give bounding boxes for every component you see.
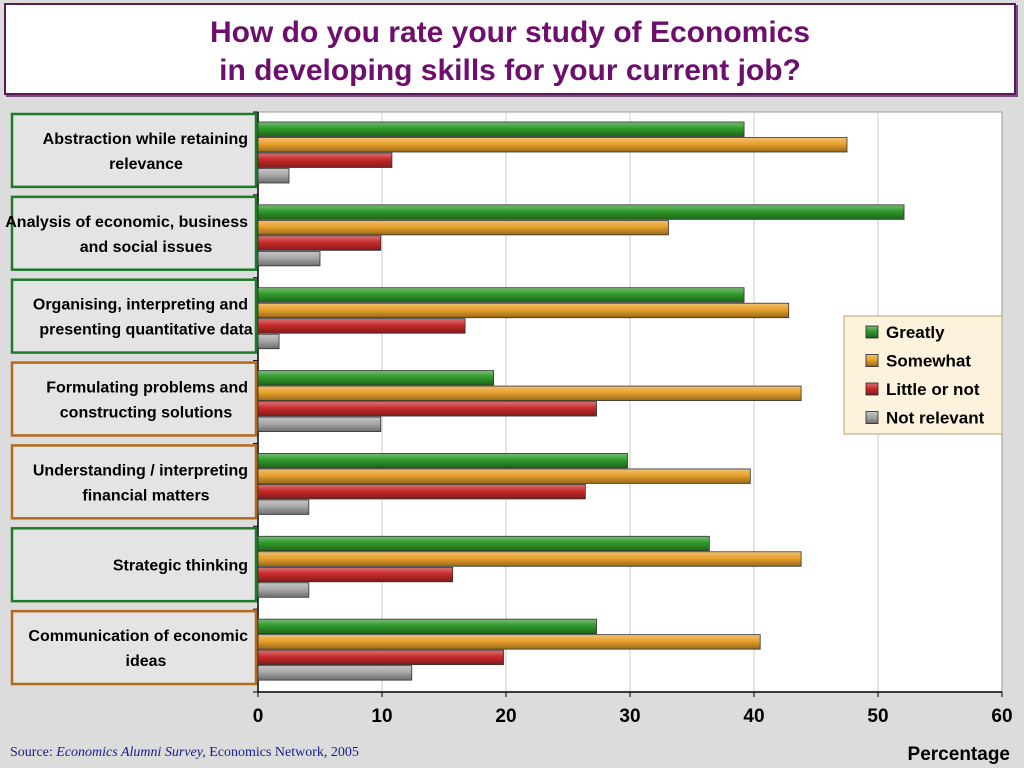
bar-little-or-not xyxy=(257,152,393,168)
category-label: Understanding / interpreting xyxy=(33,462,248,479)
bar-greatly xyxy=(257,535,710,552)
category-label-box xyxy=(10,444,258,520)
bar-little-or-not xyxy=(257,566,454,583)
x-tick-label: 30 xyxy=(619,706,640,727)
bar-not-relevant xyxy=(257,499,310,515)
category-label: presenting quantitative data xyxy=(39,322,252,339)
source-suffix: Economics Network, 2005 xyxy=(205,745,359,760)
category-label: Organising, interpreting and xyxy=(33,297,248,314)
x-tick-label: 20 xyxy=(495,706,516,727)
bar-not-relevant xyxy=(257,333,280,350)
category-label-box xyxy=(10,361,258,437)
category-label: ideas xyxy=(126,653,167,670)
x-tick-label: 50 xyxy=(867,706,888,727)
bar-not-relevant xyxy=(257,168,290,184)
bar-greatly xyxy=(257,204,905,220)
bar-little-or-not xyxy=(257,484,586,500)
bar-somewhat xyxy=(257,634,761,650)
category-label: Analysis of economic, business xyxy=(5,214,248,231)
bar-not-relevant xyxy=(257,582,310,598)
x-axis-label: Percentage xyxy=(908,744,1010,765)
category-label: Strategic thinking xyxy=(113,558,248,575)
bar-little-or-not xyxy=(257,235,382,251)
category-label: relevance xyxy=(109,156,183,173)
bar-greatly xyxy=(257,618,597,635)
bar-little-or-not xyxy=(257,318,466,334)
category-label: Abstraction while retaining xyxy=(43,131,248,148)
chart-title-line-1: How do you rate your study of Economics xyxy=(209,16,811,49)
x-tick-label: 60 xyxy=(991,706,1012,727)
bar-somewhat xyxy=(257,219,669,236)
chart-title: How do you rate your study of Economics … xyxy=(4,3,1016,95)
bar-somewhat xyxy=(257,551,802,567)
bar-somewhat xyxy=(257,385,802,401)
category-label-box xyxy=(10,112,258,189)
bar-greatly xyxy=(257,121,745,137)
legend-label: Little or not xyxy=(886,380,980,399)
source-note: Source: Economics Alumni Survey, Economi… xyxy=(10,745,359,761)
category-label: financial matters xyxy=(82,487,209,504)
legend-label: Greatly xyxy=(886,323,945,342)
legend-swatch xyxy=(865,382,879,396)
legend-swatch xyxy=(865,325,879,339)
bar-somewhat xyxy=(257,468,751,484)
category-label: constructing solutions xyxy=(60,405,233,422)
category-label-box xyxy=(10,195,258,271)
bar-not-relevant xyxy=(257,416,382,432)
bar-not-relevant xyxy=(257,250,321,267)
x-tick-label: 40 xyxy=(743,706,764,727)
legend-swatch xyxy=(865,354,879,367)
chart-title-line-2: in developing skills for your current jo… xyxy=(219,54,801,87)
source-survey: Economics Alumni Survey, xyxy=(56,745,206,760)
bar-little-or-not xyxy=(257,649,504,666)
bar-greatly xyxy=(257,370,495,386)
bar-somewhat xyxy=(257,137,848,153)
category-label: Formulating problems and xyxy=(46,380,248,397)
category-label-box xyxy=(10,527,258,603)
source-prefix: Source: xyxy=(10,745,57,760)
category-label-box xyxy=(10,609,258,686)
bar-somewhat xyxy=(257,302,790,319)
category-label: Communication of economic xyxy=(28,628,248,645)
bar-greatly xyxy=(257,287,745,303)
bar-little-or-not xyxy=(257,401,597,417)
bar-greatly xyxy=(257,453,628,469)
bar-not-relevant xyxy=(257,665,413,681)
x-tick-label: 0 xyxy=(253,706,264,727)
legend-label: Somewhat xyxy=(886,352,971,371)
x-tick-label: 10 xyxy=(371,706,392,727)
category-label-box xyxy=(10,278,258,354)
legend-label: Not relevant xyxy=(886,409,985,428)
legend-swatch xyxy=(865,411,879,424)
category-label: and social issues xyxy=(80,239,213,256)
